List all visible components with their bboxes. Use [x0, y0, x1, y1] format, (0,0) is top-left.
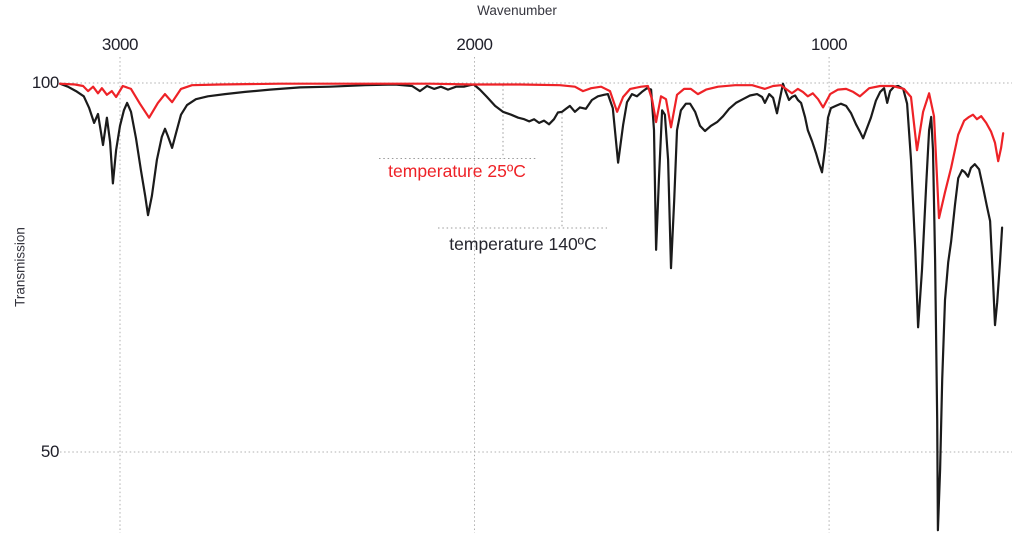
spectrum-curve: [59, 82, 1005, 220]
y-tick-label: 100: [31, 73, 60, 92]
x-axis-title: Wavenumber: [477, 3, 557, 18]
y-tick-label: 50: [40, 442, 60, 461]
y-axis-title: Transmission: [12, 227, 28, 307]
x-tick-label: 3000: [101, 35, 139, 54]
series-label-temperature-25c: temperature 25ºC: [388, 161, 526, 181]
x-tick-label: 2000: [456, 35, 493, 54]
x-tick-label: 1000: [810, 35, 848, 54]
series-label-temperature-140c: temperature 140ºC: [449, 234, 597, 254]
spectrum-curve: [59, 82, 1004, 532]
